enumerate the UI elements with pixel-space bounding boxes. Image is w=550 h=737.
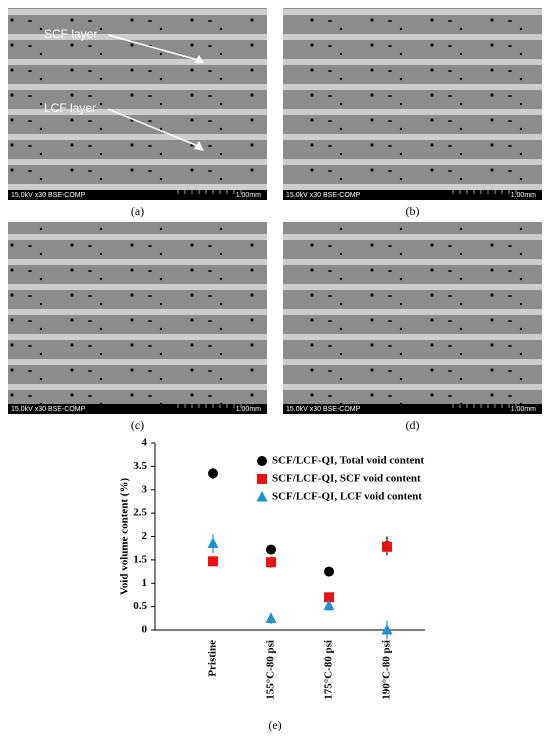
y-tick-label: 1 [142, 577, 148, 589]
marker [323, 599, 335, 611]
x-tick-label: 175°C-80 psi [323, 640, 335, 700]
marker [266, 544, 276, 555]
info-text: 15.0kV x30 BSE-COMP [286, 406, 361, 413]
legend-marker [257, 474, 267, 484]
panel-label: (d) [406, 418, 420, 432]
legend-marker [256, 491, 268, 502]
marker [208, 556, 218, 567]
legend-marker [257, 456, 267, 466]
marker [382, 541, 392, 552]
micrograph [283, 8, 542, 200]
marker [324, 566, 334, 577]
y-tick-label: 1.5 [133, 553, 147, 565]
y-tick-label: 0 [142, 624, 148, 636]
y-tick-label: 2 [142, 530, 148, 542]
info-bar [283, 404, 542, 414]
legend-label: SCF/LCF-QI, Total void content [272, 455, 425, 467]
panel-label: (b) [406, 204, 420, 218]
y-tick-label: 4 [142, 437, 148, 449]
info-text: 15.0kV x30 BSE-COMP [286, 192, 361, 199]
info-bar [8, 404, 267, 414]
marker [324, 592, 334, 603]
info-bar [283, 190, 542, 200]
info-text: 15.0kV x30 BSE-COMP [11, 406, 86, 413]
arrow-head [194, 141, 204, 151]
panel-label: (a) [131, 204, 144, 218]
panel-label: (c) [131, 418, 144, 432]
info-text: 15.0kV x30 BSE-COMP [11, 192, 86, 199]
scale-text: 1.00mm [236, 192, 261, 199]
y-tick-label: 3 [142, 483, 148, 495]
micrograph [8, 8, 267, 200]
chart-caption: (e) [268, 718, 281, 732]
scale-text: 1.00mm [511, 406, 536, 413]
arrow [107, 34, 199, 61]
micrograph [8, 222, 267, 414]
y-tick-label: 3.5 [133, 460, 147, 472]
marker [208, 468, 218, 479]
y-tick-label: 0.5 [133, 600, 147, 612]
marker [265, 612, 277, 623]
annotation: SCF layer [44, 27, 97, 41]
marker [381, 624, 393, 635]
y-tick-label: 2.5 [133, 507, 147, 519]
legend-label: SCF/LCF-QI, SCF void content [272, 473, 421, 485]
scale-text: 1.00mm [511, 192, 536, 199]
marker [266, 557, 276, 568]
legend-label: SCF/LCF-QI, LCF void content [272, 491, 422, 503]
info-bar [8, 190, 267, 200]
y-axis-label: Void volume content (%) [119, 478, 131, 596]
arrow [107, 108, 199, 147]
scale-text: 1.00mm [236, 406, 261, 413]
micrograph [283, 222, 542, 414]
x-tick-label: Pristine [207, 640, 219, 677]
x-tick-label: 190°C-80 psi [381, 640, 393, 700]
x-tick-label: 155°C-80 psi [265, 640, 277, 700]
marker [207, 537, 219, 549]
annotation: LCF layer [44, 101, 96, 115]
arrow-head [194, 55, 204, 63]
